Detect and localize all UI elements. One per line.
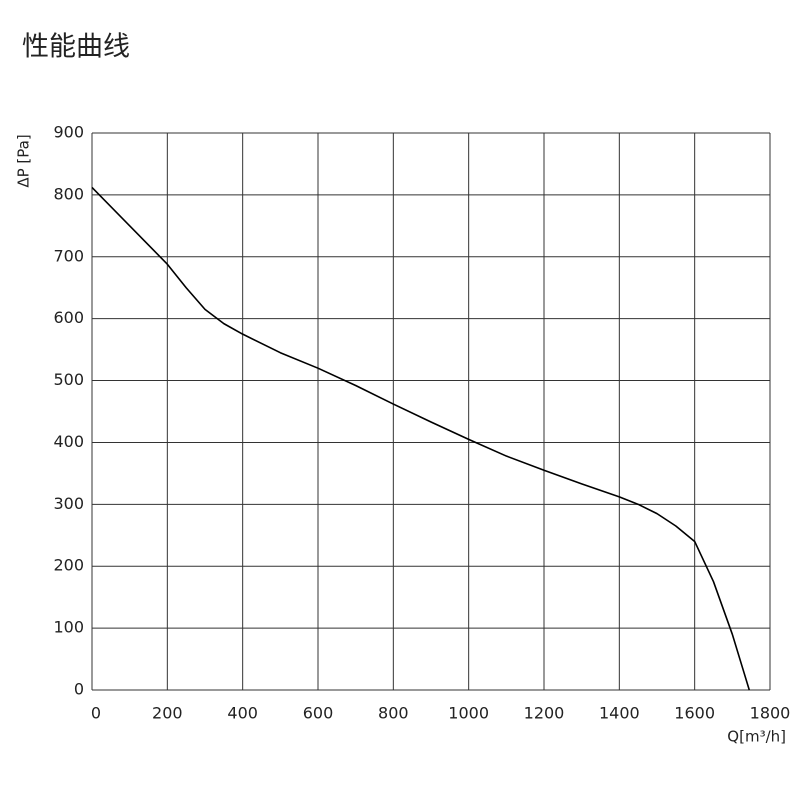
x-tick-label: 200 (152, 704, 183, 723)
x-tick-label: 1600 (674, 704, 715, 723)
y-tick-label: 800 (53, 184, 84, 203)
y-tick-label: 500 (53, 370, 84, 389)
y-tick-label: 900 (53, 123, 84, 142)
y-tick-label: 700 (53, 246, 84, 265)
x-tick-label: 0 (91, 704, 101, 723)
y-tick-label: 200 (53, 556, 84, 575)
y-tick-label: 600 (53, 308, 84, 327)
chart-title: 性能曲线 (22, 32, 130, 63)
x-tick-label: 600 (303, 704, 334, 723)
x-tick-label: 800 (378, 704, 409, 723)
curve (91, 186, 751, 691)
x-tick-label: 1000 (448, 704, 489, 723)
x-tick-label: 1200 (524, 704, 565, 723)
x-axis-label: Q[m³/h] (727, 728, 786, 746)
y-tick-label: 300 (53, 494, 84, 513)
x-tick-label: 1800 (750, 704, 791, 723)
y-tick-label: 100 (53, 618, 84, 637)
y-tick-label: 400 (53, 432, 84, 451)
y-tick-label: 0 (74, 680, 84, 699)
x-tick-label: 1400 (599, 704, 640, 723)
x-tick-label: 400 (227, 704, 258, 723)
y-axis-label: ΔP [Pa] (15, 134, 33, 187)
